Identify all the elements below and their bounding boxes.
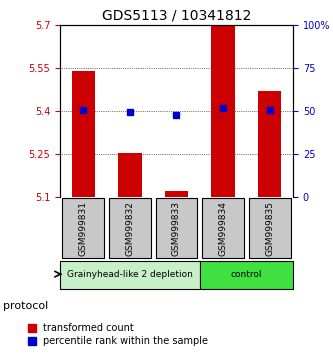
FancyBboxPatch shape xyxy=(200,261,293,289)
Text: GSM999832: GSM999832 xyxy=(125,201,135,256)
Bar xyxy=(258,91,281,197)
FancyBboxPatch shape xyxy=(249,199,291,258)
Text: GSM999835: GSM999835 xyxy=(265,201,274,256)
FancyBboxPatch shape xyxy=(109,199,151,258)
Text: GSM999834: GSM999834 xyxy=(218,201,228,256)
Text: Grainyhead-like 2 depletion: Grainyhead-like 2 depletion xyxy=(67,270,193,279)
FancyBboxPatch shape xyxy=(60,261,200,289)
Bar xyxy=(211,25,235,197)
FancyBboxPatch shape xyxy=(202,199,244,258)
Title: GDS5113 / 10341812: GDS5113 / 10341812 xyxy=(102,8,251,22)
Text: protocol: protocol xyxy=(3,301,49,311)
Bar xyxy=(72,71,95,197)
Text: GSM999831: GSM999831 xyxy=(79,201,88,256)
Text: control: control xyxy=(231,270,262,279)
FancyBboxPatch shape xyxy=(62,199,104,258)
Legend: transformed count, percentile rank within the sample: transformed count, percentile rank withi… xyxy=(25,320,211,349)
Bar xyxy=(118,153,142,197)
Text: GSM999833: GSM999833 xyxy=(172,201,181,256)
Bar xyxy=(165,192,188,197)
FancyBboxPatch shape xyxy=(156,199,197,258)
